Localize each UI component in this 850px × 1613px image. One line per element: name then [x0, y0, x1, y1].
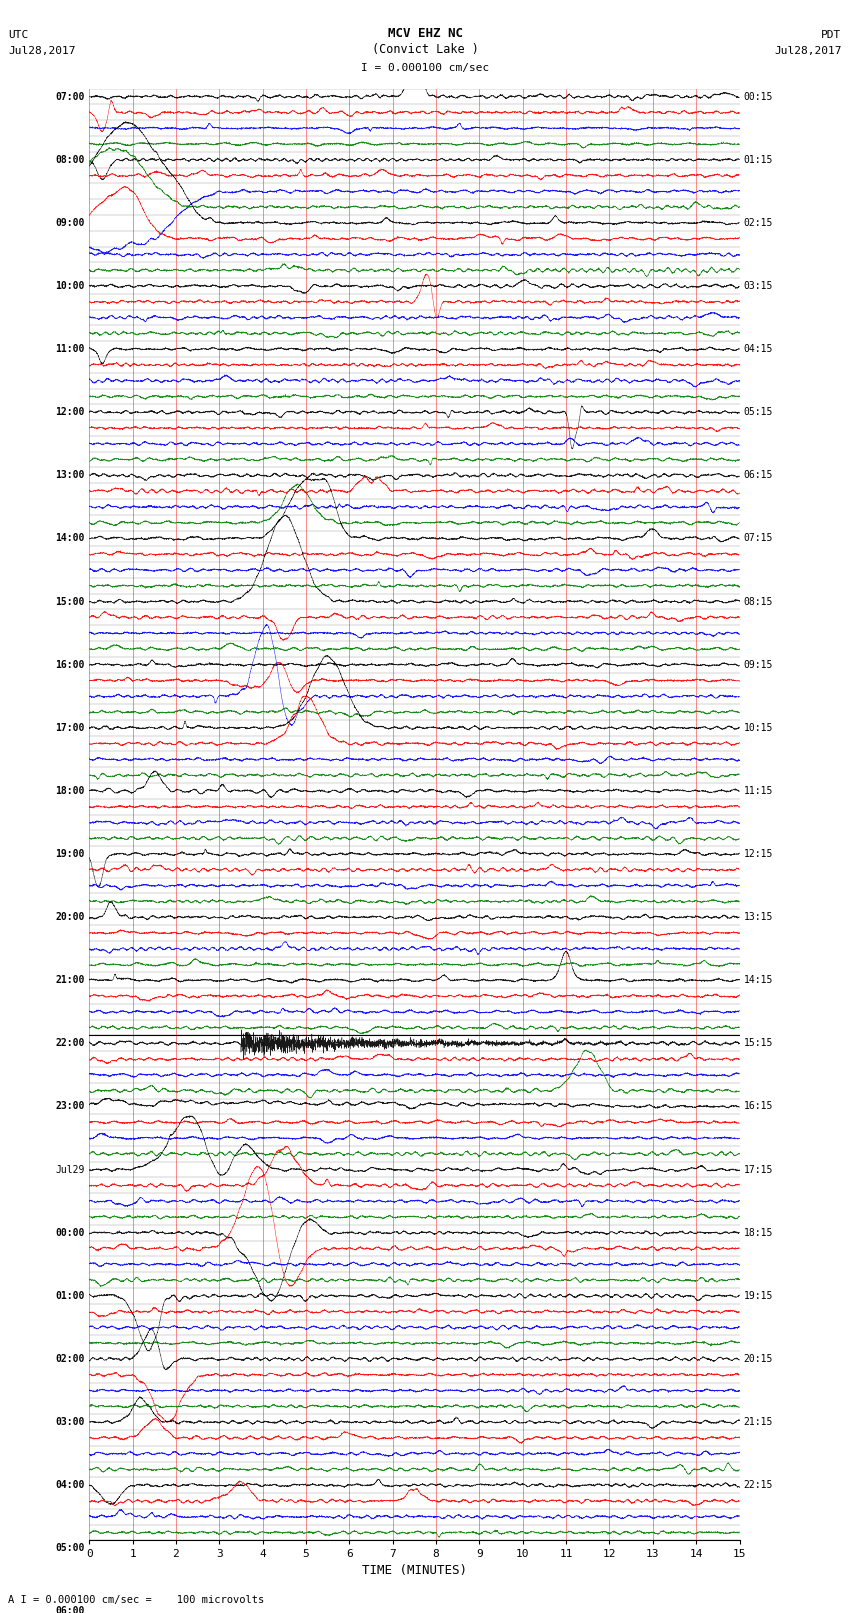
Text: 03:15: 03:15 [744, 281, 774, 290]
Text: 08:00: 08:00 [55, 155, 85, 165]
Text: UTC: UTC [8, 31, 29, 40]
Text: 22:00: 22:00 [55, 1039, 85, 1048]
Text: MCV EHZ NC: MCV EHZ NC [388, 27, 462, 40]
Text: 16:00: 16:00 [55, 660, 85, 669]
X-axis label: TIME (MINUTES): TIME (MINUTES) [362, 1563, 467, 1576]
Text: 11:00: 11:00 [55, 344, 85, 355]
Text: 20:00: 20:00 [55, 911, 85, 923]
Text: 10:00: 10:00 [55, 281, 85, 290]
Text: 14:00: 14:00 [55, 534, 85, 544]
Text: 14:15: 14:15 [744, 976, 774, 986]
Text: 04:15: 04:15 [744, 344, 774, 355]
Text: 06:15: 06:15 [744, 471, 774, 481]
Text: I = 0.000100 cm/sec: I = 0.000100 cm/sec [361, 63, 489, 73]
Text: 09:00: 09:00 [55, 218, 85, 227]
Text: 07:00: 07:00 [55, 92, 85, 102]
Text: PDT: PDT [821, 31, 842, 40]
Text: 15:15: 15:15 [744, 1039, 774, 1048]
Text: 19:00: 19:00 [55, 848, 85, 860]
Text: 23:00: 23:00 [55, 1102, 85, 1111]
Text: 10:15: 10:15 [744, 723, 774, 732]
Text: 13:00: 13:00 [55, 471, 85, 481]
Text: 01:15: 01:15 [744, 155, 774, 165]
Text: 20:15: 20:15 [744, 1353, 774, 1365]
Text: 22:15: 22:15 [744, 1481, 774, 1490]
Text: 00:15: 00:15 [744, 92, 774, 102]
Text: 07:15: 07:15 [744, 534, 774, 544]
Text: 18:15: 18:15 [744, 1227, 774, 1237]
Text: 19:15: 19:15 [744, 1290, 774, 1300]
Text: 12:00: 12:00 [55, 406, 85, 418]
Text: 11:15: 11:15 [744, 786, 774, 795]
Text: 00:00: 00:00 [55, 1227, 85, 1237]
Text: 15:00: 15:00 [55, 597, 85, 606]
Text: A I = 0.000100 cm/sec =    100 microvolts: A I = 0.000100 cm/sec = 100 microvolts [8, 1595, 264, 1605]
Text: (Convict Lake ): (Convict Lake ) [371, 44, 479, 56]
Text: Jul28,2017: Jul28,2017 [774, 47, 842, 56]
Text: 17:00: 17:00 [55, 723, 85, 732]
Text: 02:00: 02:00 [55, 1353, 85, 1365]
Text: 08:15: 08:15 [744, 597, 774, 606]
Text: 05:00: 05:00 [55, 1544, 85, 1553]
Text: 21:00: 21:00 [55, 976, 85, 986]
Text: 21:15: 21:15 [744, 1418, 774, 1428]
Text: 16:15: 16:15 [744, 1102, 774, 1111]
Text: 04:00: 04:00 [55, 1481, 85, 1490]
Text: 03:00: 03:00 [55, 1418, 85, 1428]
Text: 05:15: 05:15 [744, 406, 774, 418]
Text: 17:15: 17:15 [744, 1165, 774, 1174]
Text: 12:15: 12:15 [744, 848, 774, 860]
Text: 01:00: 01:00 [55, 1290, 85, 1300]
Text: 06:00: 06:00 [55, 1607, 85, 1613]
Text: 18:00: 18:00 [55, 786, 85, 795]
Text: 02:15: 02:15 [744, 218, 774, 227]
Text: Jul29: Jul29 [55, 1165, 85, 1174]
Text: 13:15: 13:15 [744, 911, 774, 923]
Text: Jul28,2017: Jul28,2017 [8, 47, 76, 56]
Text: 09:15: 09:15 [744, 660, 774, 669]
